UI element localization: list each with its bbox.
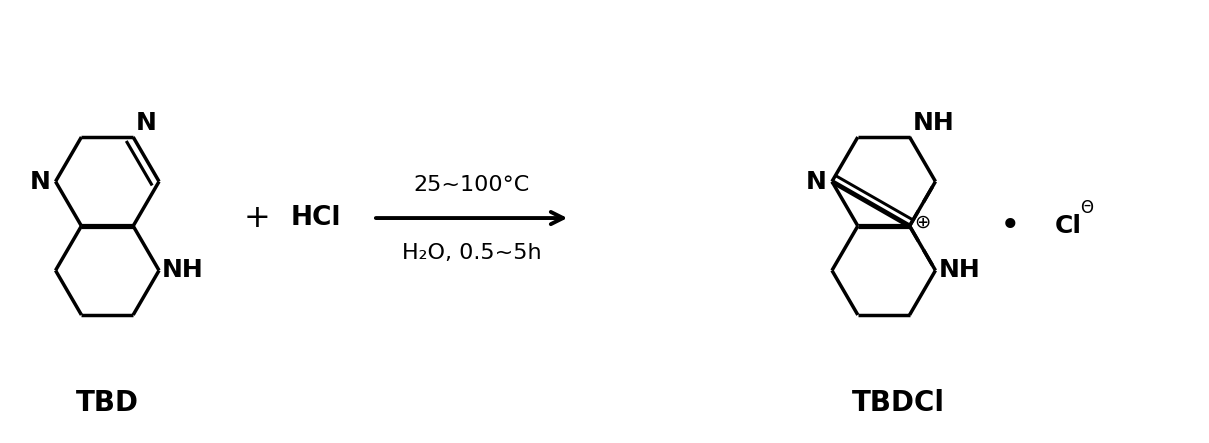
Text: 25~100°C: 25~100°C [413,175,530,195]
Text: NH: NH [913,111,954,135]
Text: N: N [30,170,51,194]
Text: NH: NH [938,258,980,283]
Text: TBDCl: TBDCl [852,389,945,417]
Text: NH: NH [162,258,204,283]
Text: +: + [243,202,270,233]
Text: Θ: Θ [1081,199,1093,217]
Text: Cl: Cl [1055,214,1082,238]
Text: H₂O, 0.5~5h: H₂O, 0.5~5h [401,243,542,263]
Text: N: N [806,170,827,194]
Text: ⊕: ⊕ [914,213,931,232]
Text: TBD: TBD [76,389,139,417]
Text: N: N [137,111,157,135]
Text: HCl: HCl [291,205,342,231]
Text: •: • [1000,209,1020,243]
